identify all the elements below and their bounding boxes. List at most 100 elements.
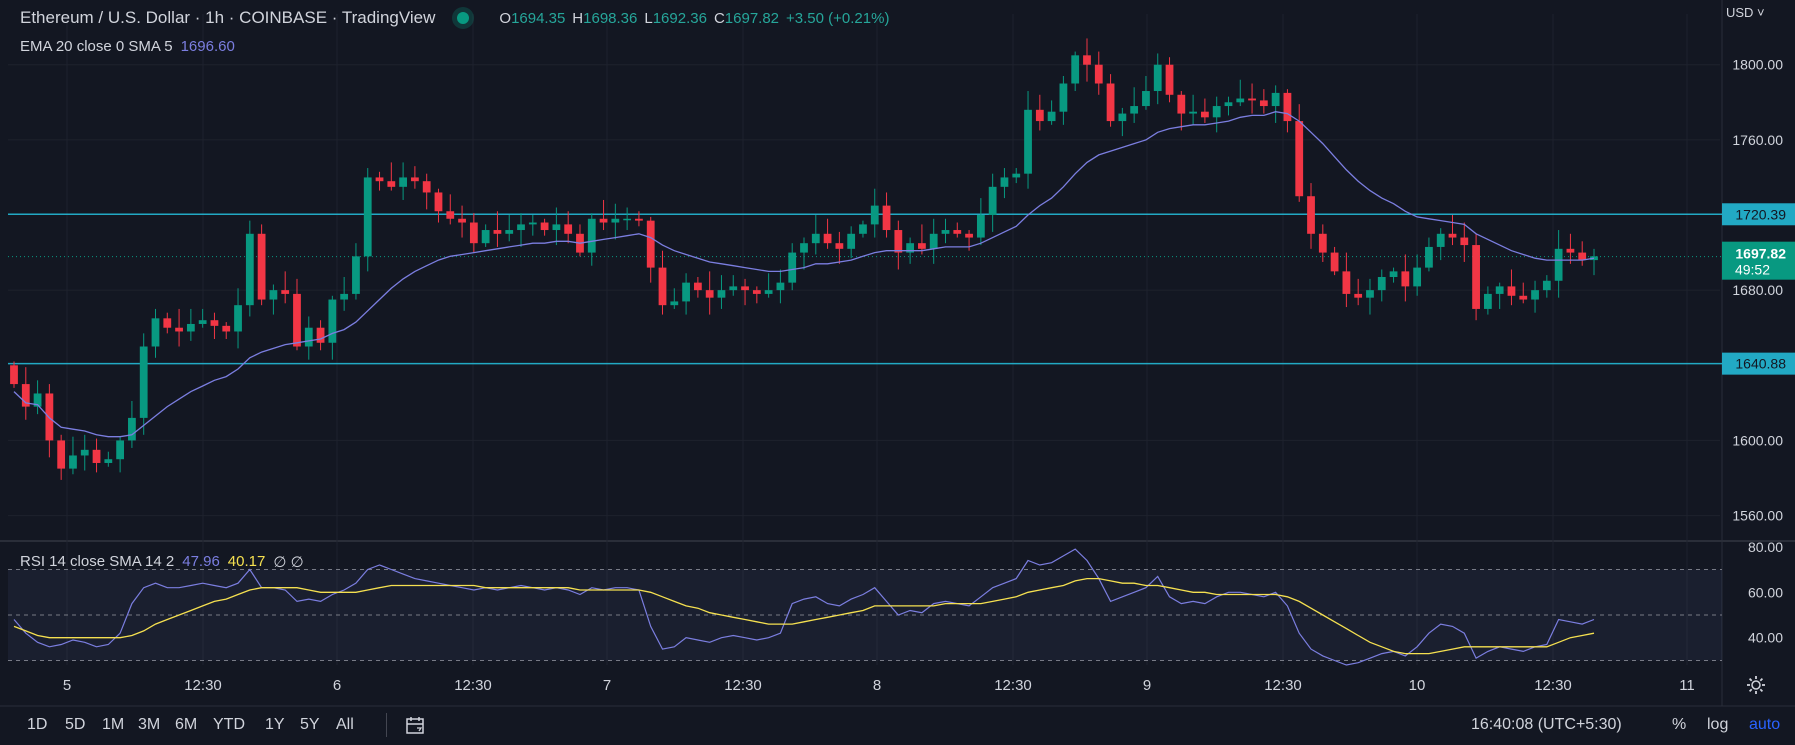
rsi-value: 47.96 <box>182 553 220 570</box>
ohlc-item: +3.50 (+0.21%) <box>786 10 889 27</box>
auto-toggle[interactable]: auto <box>1749 716 1781 733</box>
candle-body <box>1495 286 1504 294</box>
candle-body <box>281 290 290 294</box>
ema-value: 1696.60 <box>180 38 235 55</box>
candle-body <box>741 286 749 291</box>
candle-body <box>682 282 690 302</box>
timeframe-1d[interactable]: 1D <box>27 716 48 733</box>
candle-body <box>552 224 561 231</box>
candle-body <box>446 211 455 219</box>
rsi-ma-line <box>13 577 1595 655</box>
candle-body <box>1071 55 1080 84</box>
ohlc-value: 1698.36 <box>583 9 638 27</box>
candle-body <box>859 224 867 234</box>
timeframe-5d[interactable]: 5D <box>65 716 86 733</box>
timeframe-1y[interactable]: 1Y <box>265 716 285 733</box>
candle-body <box>1283 92 1292 122</box>
candle-body <box>493 230 502 234</box>
candle-body <box>764 290 773 294</box>
timeframe-5y[interactable]: 5Y <box>300 716 320 733</box>
candle-body <box>1130 106 1139 114</box>
symbol-title[interactable]: Ethereum / U.S. Dollar · 1h · COINBASE ·… <box>20 8 436 27</box>
candle-body <box>599 218 608 223</box>
candle-body <box>564 224 573 234</box>
candle-body <box>823 233 832 244</box>
candle-body <box>1460 237 1469 246</box>
candle-body <box>635 218 643 221</box>
candle-body <box>1377 277 1386 291</box>
candle-body <box>965 233 973 238</box>
rsi-tick-label: 40.00 <box>1748 630 1783 646</box>
candle-body <box>918 243 926 249</box>
candle-body <box>847 233 856 249</box>
ohlc-values: O1694.35 H1698.36 L1692.36 C1697.82 +3.50 (+… <box>499 10 889 27</box>
timeframe-ytd[interactable]: YTD <box>213 716 245 733</box>
candle-body <box>186 323 195 332</box>
candle-body <box>1189 111 1197 114</box>
grid <box>0 0 1795 707</box>
candle-body <box>1401 271 1410 287</box>
candle-body <box>1342 271 1351 294</box>
candle-body <box>1177 94 1186 114</box>
candle-body <box>163 318 172 328</box>
level-label: 1640.88 <box>1735 356 1786 372</box>
candle-body <box>304 327 313 347</box>
price-tick-label: 1800.00 <box>1732 57 1783 73</box>
rsi-extra: ∅ ∅ <box>273 554 304 571</box>
candle-body <box>1436 233 1445 247</box>
time-tick-label: 12:30 <box>724 677 762 694</box>
candle-body <box>623 218 632 221</box>
candle-body <box>1554 248 1563 281</box>
candle-body <box>1413 267 1422 287</box>
candle-body <box>1271 92 1280 107</box>
candle-body <box>717 290 726 298</box>
candle-body <box>1307 196 1315 234</box>
rsi-legend[interactable]: RSI 14 close SMA 14 2 47.96 40.17 ∅ ∅ <box>20 553 304 571</box>
candle-body <box>1153 64 1162 92</box>
timeframe-6m[interactable]: 6M <box>175 716 198 733</box>
ema-legend[interactable]: EMA 20 close 0 SMA 5 1696.60 <box>20 38 235 55</box>
date-range-icon[interactable] <box>405 716 427 736</box>
candle-body <box>1389 271 1398 277</box>
candle-body <box>1483 293 1492 309</box>
timeframe-all[interactable]: All <box>336 716 354 733</box>
candle-body <box>670 301 679 306</box>
time-tick-label: 8 <box>873 677 881 694</box>
candle-body <box>481 230 490 244</box>
log-toggle[interactable]: log <box>1707 716 1729 733</box>
candle-body <box>1425 246 1433 268</box>
time-tick-label: 11 <box>1679 677 1695 694</box>
timeframe-1m[interactable]: 1M <box>102 716 125 733</box>
ohlc-item: C1697.82 <box>714 10 779 27</box>
settings-gear-icon[interactable] <box>1746 675 1766 695</box>
candle-body <box>198 320 207 324</box>
candle-body <box>1318 233 1327 253</box>
candle-body <box>800 243 808 253</box>
chart-header: Ethereum / U.S. Dollar · 1h · COINBASE ·… <box>20 6 889 30</box>
countdown-label: 49:52 <box>1735 262 1770 278</box>
candle-body <box>1000 177 1009 187</box>
ohlc-value: 1692.36 <box>652 9 707 27</box>
candle-body <box>788 252 797 283</box>
rsi-name: RSI 14 close SMA 14 2 <box>20 553 175 570</box>
ohlc-key: H <box>572 9 584 27</box>
candle-body <box>1448 233 1457 238</box>
clock-display[interactable]: 16:40:08 (UTC+5:30) <box>1471 716 1622 733</box>
candle-body <box>422 181 431 193</box>
candle-body <box>693 282 702 291</box>
timeframe-3m[interactable]: 3M <box>138 716 161 733</box>
candle-body <box>1118 113 1127 122</box>
ohlc-item: O1694.35 <box>499 10 565 27</box>
candle-body <box>882 205 891 231</box>
candle-body <box>1083 55 1091 65</box>
candle-body <box>1259 100 1268 107</box>
currency-selector[interactable]: USD ˅ <box>1726 5 1765 20</box>
candle-body <box>1201 111 1209 118</box>
candle-body <box>69 455 77 469</box>
percent-toggle[interactable]: % <box>1672 716 1687 733</box>
candle-body <box>894 230 903 253</box>
candle-body <box>210 320 219 326</box>
candle-body <box>540 222 549 231</box>
